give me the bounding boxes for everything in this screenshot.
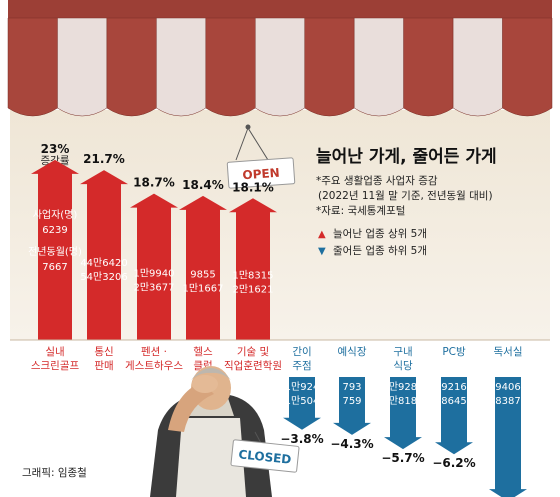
count-header-label: 사업자(명)	[33, 208, 78, 221]
increase-category-label: 실내	[45, 346, 64, 358]
increase-rate-label: 18.1%	[232, 180, 274, 194]
increase-bar	[130, 193, 178, 340]
decrease-category-label: 식당	[393, 360, 413, 372]
awning-top-rail	[8, 0, 552, 18]
legend-decrease-label: 줄어든 업종 하위 5개	[333, 244, 427, 257]
increase-category-label: 판매	[94, 360, 113, 372]
increase-bar	[179, 195, 227, 340]
increase-bar	[31, 159, 79, 340]
increase-category-label: 직업훈련학원	[224, 359, 282, 372]
increase-count-value: 6239	[42, 225, 67, 236]
increase-bar	[229, 198, 277, 340]
chart-title: 늘어난 가게, 줄어든 가게	[316, 147, 497, 167]
increase-rate-label: 21.7%	[83, 152, 125, 166]
decrease-count-value: 1만9283	[382, 381, 423, 393]
legend: ▲ 늘어난 업종 상위 5개 ▼ 줄어든 업종 하위 5개	[318, 227, 427, 257]
awning-stripe	[57, 17, 108, 117]
increase-category-label: 스크린골프	[31, 360, 80, 372]
decrease-count-value: 9406	[495, 382, 520, 393]
decrease-bar	[489, 377, 527, 497]
open-sign: OPEN	[226, 124, 296, 189]
decrease-prev-value: 8645	[441, 396, 466, 407]
awning-stripe	[353, 17, 404, 117]
decrease-category-label: 구내	[393, 346, 412, 358]
decrease-prev-value: 759	[342, 396, 361, 407]
increase-count-value: 1만9940	[133, 267, 174, 279]
closed-sign-text: CLOSED	[238, 447, 292, 466]
decrease-count-value: 1만924	[285, 381, 320, 393]
note-3: *자료: 국세통계포털	[316, 205, 405, 217]
decrease-prev-value: 1만504	[285, 395, 320, 407]
legend-increase-label: 늘어난 업종 상위 5개	[333, 227, 427, 240]
prev-header-label: 전년동월(명)	[28, 246, 82, 258]
decrease-prev-value: 1만8186	[382, 395, 423, 407]
awning-stripe	[7, 17, 58, 117]
awning-stripe	[452, 17, 503, 117]
decrease-category-label: 간이	[292, 346, 311, 358]
awning-stripe	[403, 17, 454, 117]
decrease-count-value: 9216	[441, 382, 466, 393]
decrease-count-value: 793	[342, 382, 361, 393]
increase-prev-value: 2만3677	[133, 281, 174, 293]
awning-stripe	[255, 17, 305, 117]
decrease-bar	[283, 377, 321, 430]
awning-stripe	[156, 17, 207, 117]
decrease-prev-value: 8387	[495, 396, 520, 407]
increase-rate-label: 18.4%	[182, 178, 224, 192]
decrease-rate-label: −3.8%	[280, 432, 323, 446]
legend-decrease-marker: ▼	[318, 246, 326, 257]
increase-category-label: 펜션 ·	[141, 346, 167, 358]
awning-stripe	[304, 17, 355, 117]
decrease-rate-label: −5.7%	[381, 451, 424, 465]
decrease-rate-label: −6.2%	[432, 456, 475, 470]
decrease-category-label: 주점	[292, 360, 311, 372]
shopkeeper-illustration	[150, 366, 272, 497]
increase-rate-label: 18.7%	[133, 176, 175, 190]
closed-sign: CLOSED	[230, 431, 300, 473]
awning-stripe	[106, 17, 157, 117]
increase-prev-value: 1만1667	[182, 282, 223, 294]
credit-text: 그래픽: 임종철	[22, 466, 87, 479]
decrease-bar	[435, 377, 473, 455]
increase-category-label: 기술 및	[237, 346, 269, 358]
awning-stripe	[502, 17, 553, 117]
increase-rate-label: 23%	[41, 142, 70, 156]
note-2: (2022년 11월 말 기준, 전년동월 대비)	[318, 190, 493, 202]
awning-stripe	[205, 17, 256, 117]
increase-prev-value: 54만3206	[80, 271, 127, 283]
note-1: *주요 생활업종 사업자 증감	[316, 174, 438, 187]
decrease-category-label: 독서실	[494, 346, 523, 358]
decrease-bar	[333, 377, 371, 435]
decrease-category-label: 예식장	[338, 345, 367, 358]
legend-increase-marker: ▲	[318, 229, 326, 240]
increase-bar	[80, 170, 128, 340]
increase-category-label: 헬스	[193, 346, 213, 358]
awning	[7, 0, 553, 117]
increase-count-value: 9855	[190, 269, 215, 280]
decrease-bar	[384, 377, 422, 450]
increase-category-label: 게스트하우스	[125, 359, 183, 372]
decrease-rate-label: −4.3%	[330, 437, 373, 451]
increase-count-value: 44만6420	[80, 257, 127, 269]
increase-count-value: 1만8315	[232, 270, 273, 282]
decrease-category-label: PC방	[442, 346, 466, 358]
increase-category-label: 통신	[94, 346, 113, 358]
open-sign-text: OPEN	[242, 166, 280, 183]
increase-prev-value: 7667	[42, 262, 67, 273]
increase-prev-value: 2만1621	[232, 284, 273, 296]
